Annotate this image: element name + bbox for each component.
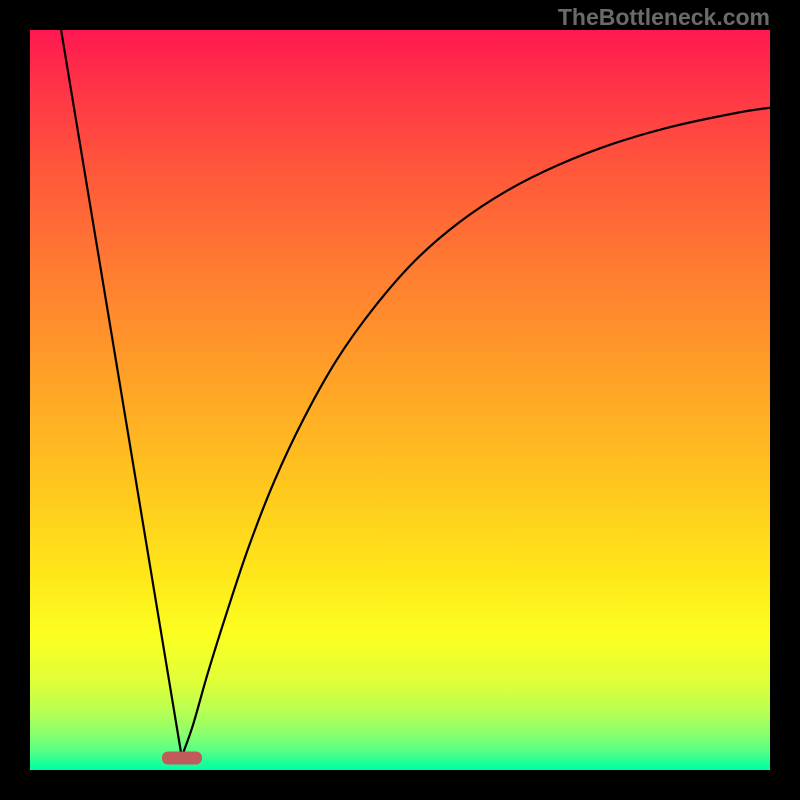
chart-container: TheBottleneck.com — [0, 0, 800, 800]
plot-area — [30, 30, 770, 770]
optimal-marker — [162, 752, 202, 765]
bottleneck-curve — [30, 30, 770, 770]
watermark-text: TheBottleneck.com — [558, 4, 770, 31]
